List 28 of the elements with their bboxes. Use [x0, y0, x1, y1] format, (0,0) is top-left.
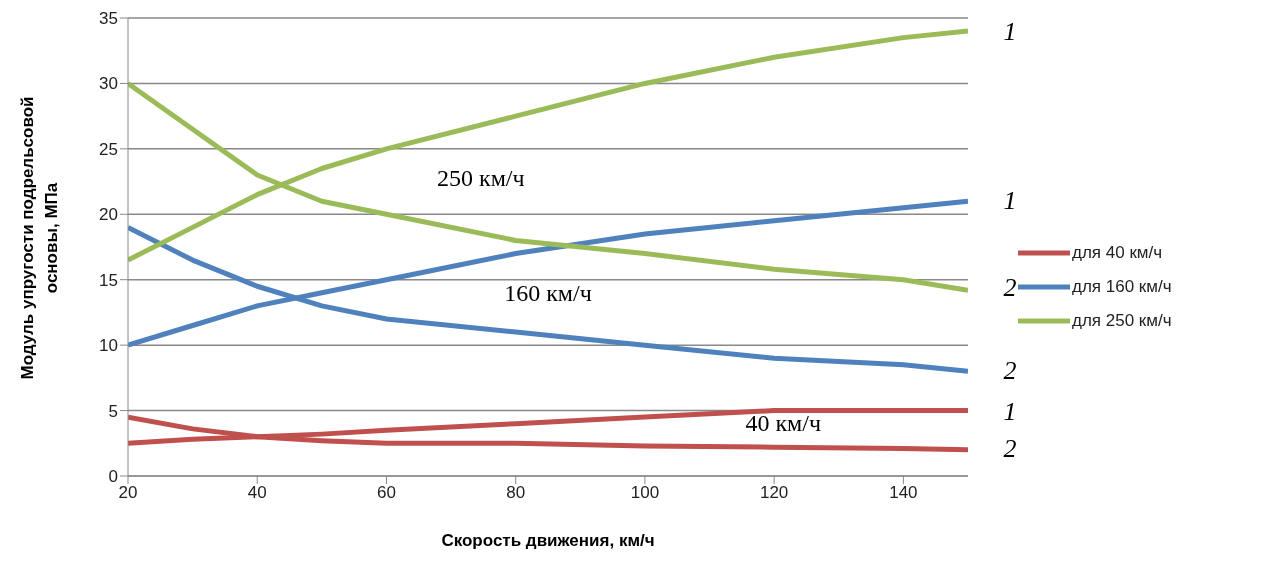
annotation: 40 км/ч — [745, 410, 821, 437]
annotation: 250 км/ч — [437, 165, 525, 192]
x-tick-label: 40 — [247, 483, 267, 503]
y-tick-label: 15 — [99, 270, 118, 290]
x-tick-label: 100 — [630, 483, 660, 503]
y-tick-label: 20 — [99, 205, 118, 225]
legend-label: для 160 км/ч — [1072, 277, 1172, 297]
y-tick-label: 5 — [108, 401, 118, 421]
y-axis-title: Модуль упругости подрельсовой основы, МПа — [17, 95, 62, 382]
y-tick-label: 35 — [99, 9, 118, 29]
y-tick-label: 10 — [99, 336, 118, 356]
legend-label: для 250 км/ч — [1072, 311, 1172, 331]
x-tick-label: 120 — [759, 483, 789, 503]
x-axis-title: Скорость движения, км/ч — [441, 531, 655, 550]
text: 2 — [1003, 355, 1017, 385]
text: 1 — [1003, 186, 1017, 216]
text: 1 — [1003, 16, 1017, 46]
x-tick-label: 60 — [377, 483, 396, 503]
text: 2 — [1003, 433, 1017, 463]
legend-label: для 40 км/ч — [1072, 243, 1163, 263]
text: 2 — [1003, 273, 1017, 303]
y-tick-label: 25 — [99, 139, 118, 159]
y-tick-label: 30 — [99, 74, 118, 94]
annotation: 160 км/ч — [504, 279, 592, 306]
x-tick-label: 80 — [506, 483, 526, 503]
y-tick-label: 0 — [108, 467, 118, 487]
x-tick-label: 140 — [889, 483, 918, 503]
text: 1 — [1003, 396, 1017, 426]
